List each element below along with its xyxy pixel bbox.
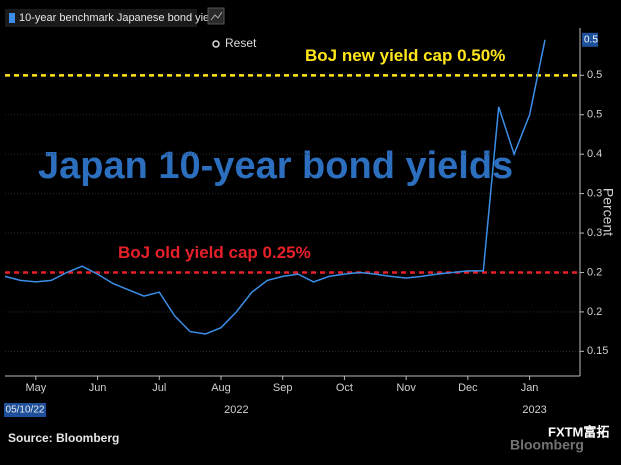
x-tick-label: Dec [458, 382, 478, 394]
y-tick-label: 0.3 [587, 227, 602, 239]
x-tick-label: Oct [336, 382, 353, 394]
x-tick-label: Sep [273, 382, 293, 394]
y-tick-label: 0.15 [587, 345, 608, 357]
legend-label: 10-year benchmark Japanese bond yield [19, 12, 218, 24]
reference-label: BoJ new yield cap 0.50% [305, 46, 505, 65]
y-tick-label: 0.3 [587, 188, 602, 200]
y-tick-label: 0.2 [587, 306, 602, 318]
x-tick-label: Aug [211, 382, 231, 394]
chart-type-icon [210, 11, 223, 21]
x-tick-label: Jul [152, 382, 166, 394]
y-tick-label: 0.2 [587, 266, 602, 278]
logo: FXTM富拓 [548, 424, 609, 439]
reset-icon [212, 40, 220, 48]
last-value-label: 0.5 [584, 34, 598, 45]
x-tick-label: May [25, 382, 46, 394]
reset-button[interactable]: Reset [225, 36, 257, 50]
x-tick-label: Jun [89, 382, 107, 394]
reference-label: BoJ old yield cap 0.25% [118, 243, 311, 262]
y-tick-label: 0.4 [587, 148, 602, 160]
year-label: 2023 [522, 404, 546, 416]
chart-title: Japan 10-year bond yields [38, 145, 513, 187]
watermark: Bloomberg [510, 437, 584, 453]
y-tick-label: 0.5 [587, 109, 602, 121]
source: Source: Bloomberg [8, 431, 119, 445]
x-tick-label: Jan [521, 382, 539, 394]
x-tick-label: Nov [396, 382, 416, 394]
legend-swatch [9, 13, 15, 23]
y-axis-label: Percent [600, 188, 616, 236]
start-date: 05/10/22 [6, 405, 45, 416]
last-value-box [582, 32, 598, 47]
year-label: 2022 [224, 404, 248, 416]
series-line [4, 39, 546, 335]
start-date-box [4, 403, 46, 417]
legend-box [5, 9, 197, 27]
y-tick-label: 0.5 [587, 69, 602, 81]
